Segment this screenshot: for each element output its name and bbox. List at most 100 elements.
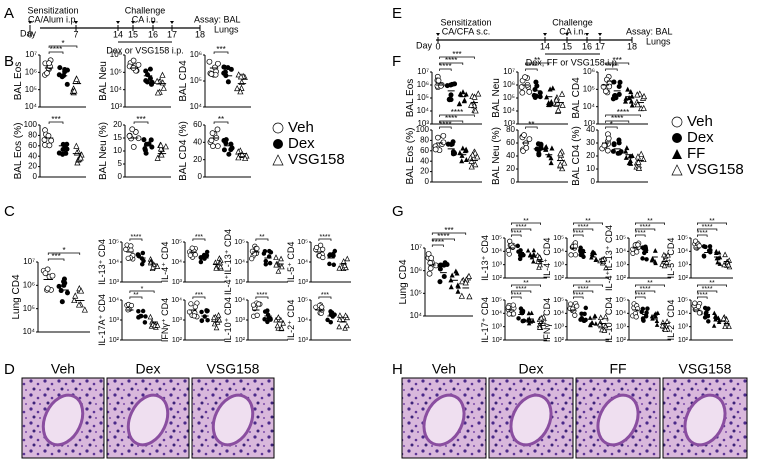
y-tick-label: 10⁶ [583, 67, 595, 76]
marker [543, 144, 549, 150]
timeline-day-number: 18 [195, 29, 205, 39]
marker [64, 290, 70, 296]
marker [204, 249, 210, 255]
marker [344, 255, 351, 262]
marker [320, 254, 326, 261]
marker [49, 272, 56, 279]
marker [672, 149, 682, 159]
marker [215, 60, 221, 67]
marker [41, 136, 48, 143]
y-tick-label: 10³ [678, 262, 689, 269]
arrow [116, 21, 120, 24]
marker [48, 137, 55, 144]
marker [625, 86, 631, 92]
marker [640, 306, 646, 312]
y-tick-label: 10² [235, 337, 246, 344]
timeline-day-number: 7 [73, 29, 78, 39]
marker [143, 78, 149, 84]
marker [129, 126, 136, 133]
y-tick-label: 10 [113, 146, 122, 155]
marker [655, 310, 661, 315]
y-tick-label: 10³ [109, 317, 120, 324]
marker [191, 313, 197, 319]
y-axis-label: BAL Eos [405, 79, 416, 118]
timeline-day-number: 17 [167, 29, 177, 39]
sig-bracket [510, 290, 532, 293]
marker [459, 158, 465, 164]
sig-bracket [572, 228, 594, 231]
marker [506, 311, 512, 317]
marker [653, 248, 658, 253]
marker [450, 151, 456, 157]
marker [611, 142, 617, 148]
y-axis-label: BAL Eos (%) [405, 128, 416, 185]
timeline-day-number: 16 [148, 29, 158, 39]
timeline-text: Assay: BAL [626, 26, 673, 36]
marker [71, 87, 78, 94]
image-label: Dex [136, 361, 161, 377]
y-tick-label: 0 [118, 172, 123, 181]
marker [634, 153, 642, 160]
marker [202, 256, 207, 261]
marker [592, 313, 598, 318]
y-axis-label: BAL Neu (%) [491, 127, 502, 185]
y-axis-label: BAL Neu [98, 61, 109, 101]
marker [526, 89, 533, 95]
y-tick-label: 10⁴ [108, 259, 119, 266]
marker [267, 248, 272, 254]
marker [337, 312, 343, 318]
marker [519, 310, 524, 315]
y-tick-label: 10³ [235, 317, 246, 324]
sig-bracket [696, 290, 718, 293]
y-tick-label: 10⁵ [190, 76, 202, 85]
y-axis-label: IL-10⁺ CD4 [223, 297, 233, 343]
y-tick-label: 10⁴ [171, 259, 182, 266]
marker [330, 251, 336, 257]
y-tick-label: 100 [416, 125, 430, 134]
marker [714, 248, 719, 254]
y-tick-label: 10⁴ [23, 327, 36, 336]
marker [187, 252, 193, 258]
marker [215, 312, 222, 318]
marker [629, 93, 635, 99]
sig-bracket [572, 222, 604, 225]
y-axis-label: IL-17A⁺ CD4 [97, 294, 107, 346]
marker [160, 84, 167, 91]
marker [590, 320, 595, 326]
legend-entry: VSG158 [288, 151, 345, 168]
marker [63, 150, 69, 156]
y-tick-label: 60 [28, 141, 37, 150]
significance: *** [444, 226, 453, 235]
marker [46, 60, 52, 67]
marker [210, 143, 216, 149]
marker [157, 141, 164, 148]
marker [548, 155, 554, 161]
significance: *** [613, 56, 622, 65]
marker [46, 142, 53, 149]
sig-bracket [605, 126, 618, 129]
y-tick-label: 80 [420, 136, 429, 145]
sig-bracket [572, 234, 584, 237]
sig-bracket [696, 222, 728, 225]
airway [683, 393, 727, 447]
y-axis-label: IL-2⁺ CD4 [666, 300, 676, 341]
marker [272, 154, 284, 166]
marker [254, 245, 260, 252]
marker [616, 83, 622, 90]
marker [602, 322, 609, 329]
timeline-text: CA/CFA s.c. [442, 26, 491, 36]
y-tick-label: 10³ [172, 317, 183, 324]
y-tick-label: 10⁶ [25, 67, 37, 76]
marker [272, 122, 284, 134]
significance: ** [218, 115, 224, 124]
y-tick-label: 80 [28, 131, 37, 140]
y-tick-label: 0 [511, 177, 516, 186]
marker [725, 261, 732, 268]
marker [263, 262, 269, 267]
marker [633, 314, 639, 320]
marker [629, 102, 635, 108]
sig-bracket [192, 296, 206, 299]
marker [74, 159, 81, 166]
sig-bracket [439, 68, 452, 71]
marker [136, 309, 141, 314]
